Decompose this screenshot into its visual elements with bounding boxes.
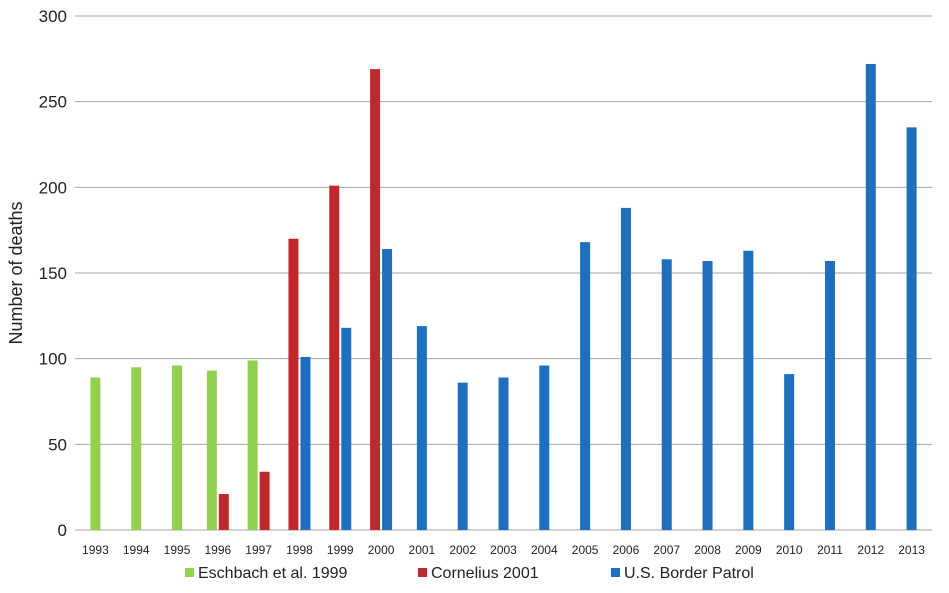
legend-label: Eschbach et al. 1999 — [198, 565, 348, 582]
x-tick-label: 2013 — [898, 543, 925, 557]
bar-eschbach-et-al-1999-1995 — [172, 365, 183, 530]
x-tick-label: 1997 — [245, 543, 272, 557]
x-tick-label: 2005 — [572, 543, 599, 557]
y-tick-label: 200 — [39, 178, 67, 197]
x-tick-label: 1994 — [123, 543, 150, 557]
y-tick-label: 100 — [39, 350, 67, 369]
x-tick-label: 2001 — [409, 543, 436, 557]
bar-u-s-border-patrol-2010 — [784, 374, 795, 530]
y-tick-label: 50 — [48, 435, 67, 454]
x-tick-label: 1993 — [82, 543, 109, 557]
y-tick-label: 0 — [58, 521, 67, 540]
bar-u-s-border-patrol-2006 — [620, 207, 631, 531]
bar-cornelius-2001-1998 — [288, 238, 299, 530]
x-tick-label: 1998 — [286, 543, 313, 557]
x-tick-label: 2012 — [857, 543, 884, 557]
legend-swatch — [611, 568, 620, 577]
x-tick-label: 1996 — [204, 543, 231, 557]
legend-label: Cornelius 2001 — [431, 565, 539, 582]
bar-u-s-border-patrol-2001 — [416, 326, 427, 530]
bar-u-s-border-patrol-2007 — [661, 259, 672, 530]
bar-u-s-border-patrol-2009 — [743, 250, 754, 530]
bar-cornelius-2001-2000 — [370, 69, 381, 530]
legend: Eschbach et al. 1999 Cornelius 2001 U.S. B… — [185, 565, 754, 582]
y-axis-title: Number of deaths — [6, 201, 26, 344]
x-tick-label: 2008 — [694, 543, 721, 557]
x-tick-label: 2006 — [613, 543, 640, 557]
bar-u-s-border-patrol-2013 — [906, 127, 917, 530]
y-tick-label: 300 — [39, 7, 67, 26]
bar-u-s-border-patrol-2003 — [498, 377, 509, 530]
x-tick-label: 2010 — [776, 543, 803, 557]
bar-cornelius-2001-1997 — [259, 471, 270, 530]
x-tick-label: 2007 — [653, 543, 680, 557]
bar-u-s-border-patrol-2011 — [824, 261, 835, 530]
bar-u-s-border-patrol-2004 — [539, 365, 550, 530]
legend-swatch — [418, 568, 427, 577]
bar-eschbach-et-al-1999-1997 — [247, 360, 258, 530]
x-tick-label: 2009 — [735, 543, 762, 557]
bar-eschbach-et-al-1999-1994 — [131, 367, 142, 530]
bar-u-s-border-patrol-2005 — [580, 242, 591, 530]
x-tick-label: 2002 — [449, 543, 476, 557]
x-tick-label: 2000 — [368, 543, 395, 557]
x-tick-label: 2003 — [490, 543, 517, 557]
bar-u-s-border-patrol-2012 — [865, 63, 876, 531]
x-axis-ticks: 1993 1994 1995 1996 1997 1998 1999 2000 2001 2002… — [82, 543, 925, 557]
y-tick-label: 150 — [39, 264, 67, 283]
bar-u-s-border-patrol-2008 — [702, 261, 713, 530]
y-axis-ticks: 0 50 100 150 200 250 300 — [39, 7, 67, 540]
bar-cornelius-2001-1999 — [329, 185, 340, 530]
bar-u-s-border-patrol-2000 — [382, 249, 393, 530]
bar-cornelius-2001-1996 — [218, 494, 229, 530]
bar-u-s-border-patrol-2002 — [457, 382, 468, 530]
x-tick-label: 2004 — [531, 543, 558, 557]
y-tick-label: 250 — [39, 93, 67, 112]
bars — [90, 63, 917, 531]
x-tick-label: 1995 — [164, 543, 191, 557]
bar-u-s-border-patrol-1998 — [300, 356, 311, 530]
legend-swatch — [185, 568, 194, 577]
legend-label: U.S. Border Patrol — [624, 565, 754, 582]
x-tick-label: 1999 — [327, 543, 354, 557]
bar-u-s-border-patrol-1999 — [341, 327, 352, 530]
x-tick-label: 2011 — [817, 543, 843, 557]
bar-eschbach-et-al-1999-1996 — [206, 370, 217, 530]
gridlines — [75, 15, 932, 531]
bar-eschbach-et-al-1999-1993 — [90, 377, 101, 530]
